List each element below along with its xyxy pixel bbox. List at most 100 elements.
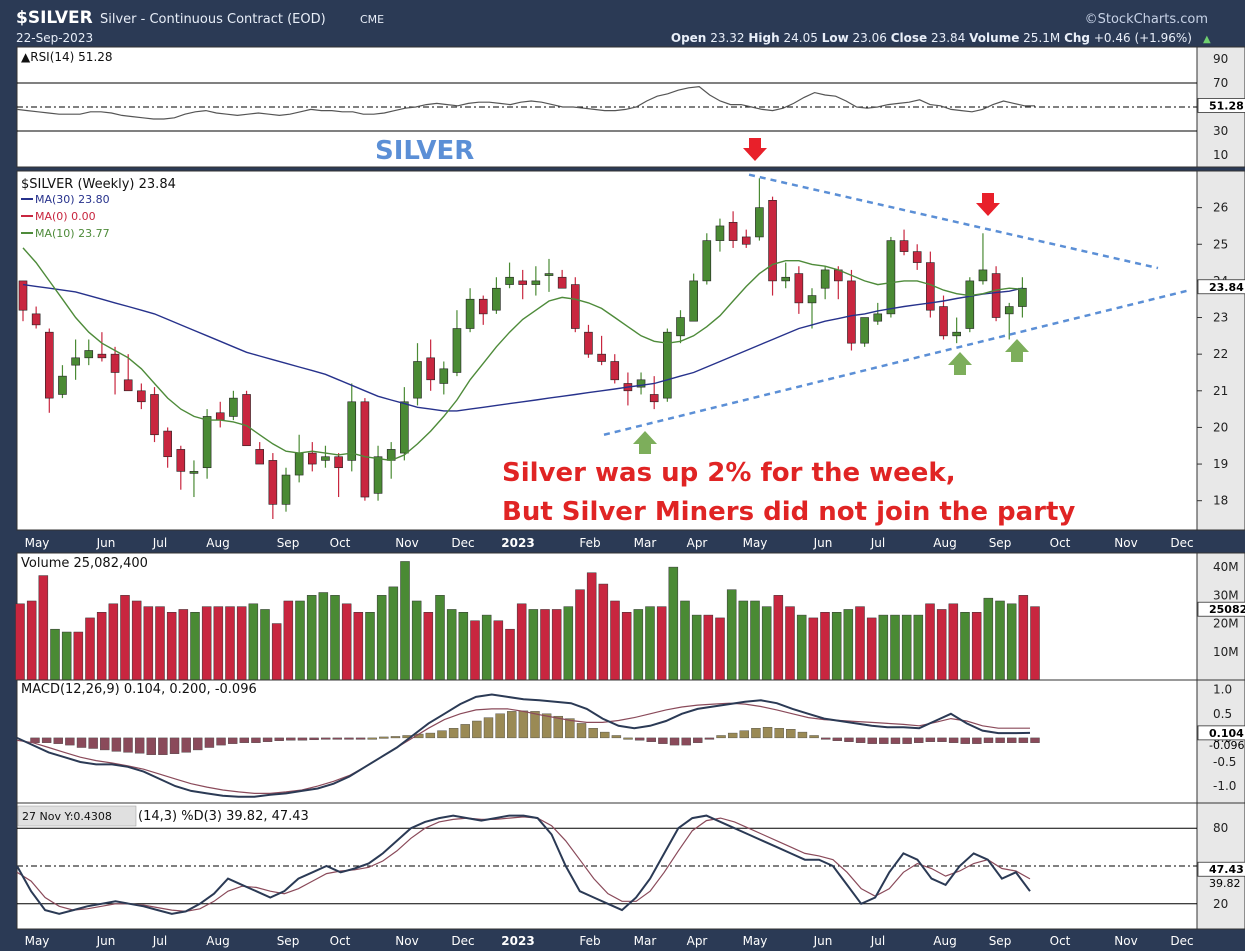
silver-title-annotation: SILVER <box>375 136 474 166</box>
macd-histogram-bar <box>541 713 552 739</box>
volume-bar <box>645 606 655 681</box>
candle-body <box>71 357 80 366</box>
ma-legend-label: MA(30) 23.80 <box>35 193 110 206</box>
price-tick-label: 22 <box>1213 347 1228 361</box>
candle-body <box>137 390 146 403</box>
macd-histogram-bar <box>76 737 87 748</box>
candle-body <box>31 313 41 326</box>
candle-body <box>912 251 922 263</box>
volume-bar <box>330 595 340 681</box>
candle-body <box>215 412 225 421</box>
volume-bar <box>890 614 900 681</box>
volume-bar <box>481 614 492 681</box>
sto-k-line <box>16 814 1031 915</box>
candle-body <box>360 401 370 498</box>
volume-last-label: 25082400 <box>1209 603 1245 616</box>
price-axis-strip <box>1196 170 1245 531</box>
volume-bar <box>633 609 644 681</box>
sto-tick-label: 80 <box>1213 821 1228 835</box>
rsi-last-box <box>1197 98 1245 113</box>
macd-histogram-bar <box>274 737 284 741</box>
macd-tick-label: 1.0 <box>1213 683 1232 697</box>
x-axis-label: Aug <box>206 934 229 948</box>
macd-histogram-bar <box>634 737 645 741</box>
exchange-label: CME <box>360 13 384 26</box>
volume-bar <box>796 614 807 681</box>
macd-histogram-bar <box>658 737 668 744</box>
volume-bar <box>1018 595 1029 681</box>
sto-legend: (14,3) %D(3) 39.82, 47.43 <box>138 809 309 824</box>
x-axis-label: Nov <box>395 536 418 550</box>
candle-body <box>873 313 883 322</box>
candle-body <box>544 273 554 276</box>
macd-histogram-bar <box>565 718 575 739</box>
candle-body <box>492 287 501 311</box>
volume-bar <box>108 603 119 681</box>
macd-histogram-bar <box>193 737 203 751</box>
x-axis-label: May <box>25 934 50 948</box>
candle-body <box>58 375 67 395</box>
x-axis-label: Jul <box>152 536 167 550</box>
volume-bar <box>143 606 154 681</box>
macd-histogram-bar <box>1018 737 1029 743</box>
green-up-arrow-icon <box>1005 339 1029 362</box>
x-axis-label: Jul <box>870 934 885 948</box>
candle-body <box>702 240 712 282</box>
x-axis-top: May Jun Jul Aug Sep Oct Nov Dec 2023 Feb Mar Apr May… <box>25 536 1194 550</box>
x-axis-label: Nov <box>395 934 418 948</box>
crosshair-tooltip: 27 Nov Y:0.4308 <box>22 810 112 823</box>
candle-body <box>281 474 291 505</box>
change-up-icon: ▲ <box>1203 34 1211 45</box>
candle-body <box>676 317 685 337</box>
macd-histogram-bar <box>797 731 808 739</box>
rsi-tick-label: 90 <box>1213 52 1228 66</box>
candle-body <box>110 353 120 373</box>
volume-bar <box>668 566 679 681</box>
macd-histogram-bar <box>716 735 726 739</box>
rsi-panel: 907050301051.28▲RSI(14) 51.28 <box>16 46 1245 168</box>
price-tick-label: 25 <box>1213 237 1228 251</box>
candle-body <box>255 449 264 465</box>
macd-histogram-bar <box>355 737 366 740</box>
candle-body <box>860 317 869 344</box>
volume-bar <box>971 612 982 681</box>
macd-histogram-bar <box>262 737 273 742</box>
candle-body <box>97 353 107 359</box>
candle-body <box>689 280 698 322</box>
macd-legend: MACD(12,26,9) 0.104, 0.200, -0.096 <box>21 682 257 697</box>
candle-body <box>768 200 777 282</box>
candle-body <box>886 240 896 315</box>
macd-histogram-bar <box>286 737 296 741</box>
volume-bar <box>470 620 480 681</box>
volume-bar <box>878 614 889 681</box>
candle-body <box>781 276 791 282</box>
volume-bar <box>283 600 294 681</box>
macd-axis-strip <box>1196 679 1245 804</box>
macd-histogram-bar <box>937 737 947 742</box>
sto-last-box <box>1197 861 1245 877</box>
description-label: Silver - Continuous Contract (EOD) <box>100 12 326 27</box>
macd-panel: 1.00.50.0-0.5-1.00.104-0.096MACD(12,26,9… <box>16 679 1245 804</box>
macd-histogram-bar <box>867 737 877 744</box>
macd-histogram-bar <box>902 737 912 744</box>
x-axis-bottom: May Jun Jul Aug Sep Oct Nov Dec 2023 Feb Mar Apr May… <box>25 934 1194 948</box>
price-last-label: 23.84 <box>1209 281 1244 294</box>
macd-histogram-bar <box>204 737 215 748</box>
volume-legend: Volume 25,082,400 <box>21 556 148 571</box>
candle-body <box>939 306 948 337</box>
volume-bar <box>1006 603 1017 681</box>
x-axis-label: 2023 <box>501 536 534 550</box>
volume-bar <box>271 623 282 681</box>
macd-histogram-bar <box>379 736 389 739</box>
volume-panel: 40M 30M 20M 10M 25082400 Volume 25,082,400 <box>15 552 1245 681</box>
symbol-label: $SILVER <box>16 8 93 28</box>
candle-body <box>794 273 804 304</box>
macd-histogram-bar <box>53 737 63 744</box>
candle-body <box>741 236 751 245</box>
volume-tick-label: 20M <box>1213 617 1239 631</box>
candle-body <box>820 269 830 289</box>
volume-bar <box>936 609 947 681</box>
x-axis-label: Nov <box>1114 934 1137 948</box>
macd-histogram-bar <box>530 711 540 739</box>
candle-body <box>518 280 528 285</box>
